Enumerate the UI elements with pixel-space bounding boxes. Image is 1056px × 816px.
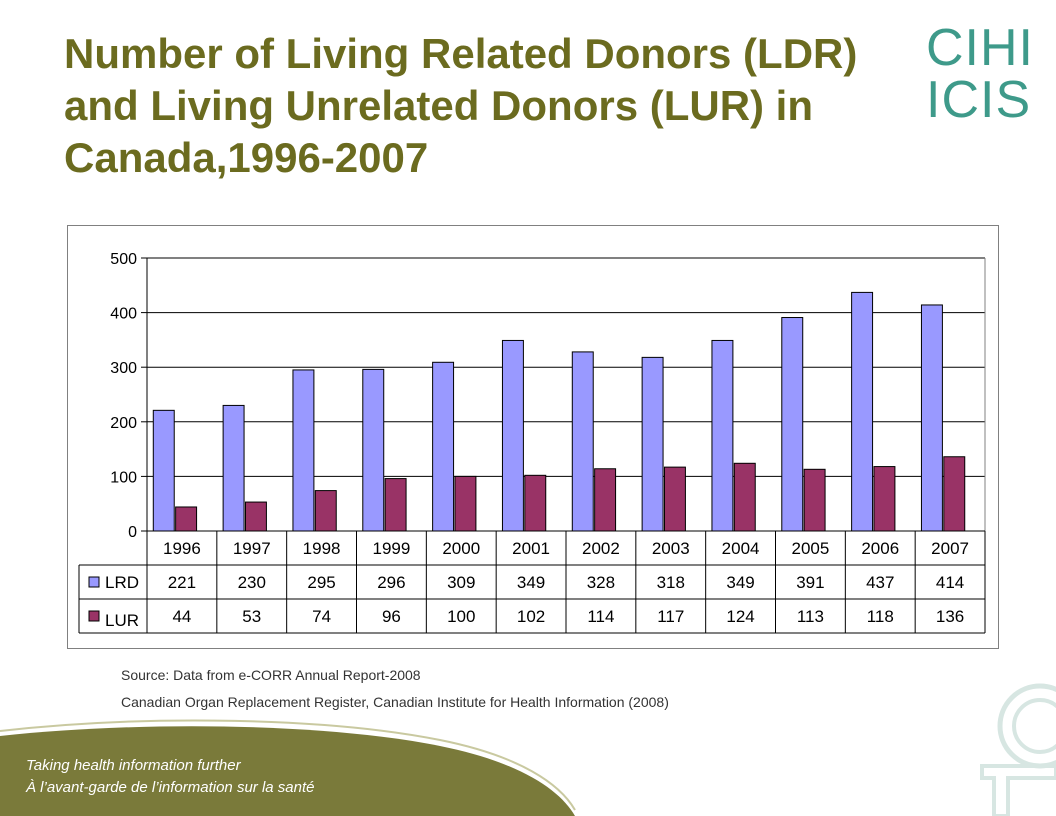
data-label-lur: 44 [172,607,191,626]
data-label-lur: 53 [242,607,261,626]
data-label-lrd: 318 [657,573,685,592]
data-label-lrd: 230 [238,573,266,592]
data-label-lur: 114 [587,607,614,626]
source-note: Source: Data from e-CORR Annual Report-2… [121,662,669,716]
x-tick-label: 2004 [722,539,760,558]
x-tick-label: 2000 [442,539,480,558]
data-label-lur: 118 [867,607,894,626]
bar-lur-2004 [733,462,756,532]
data-label-lur: 100 [447,607,475,626]
data-label-lrd: 349 [517,573,545,592]
data-label-lrd: 391 [796,573,824,592]
x-tick-label: 2007 [931,539,969,558]
bar-lur-1996 [175,506,198,532]
legend-label-lur: LUR [105,611,139,630]
bar-lrd-1996 [152,409,175,532]
x-tick-label: 2001 [512,539,550,558]
legend-label-lrd: LRD [105,573,139,592]
cihi-logo: CIHI ICIS [926,22,1036,126]
source-line-1: Source: Data from e-CORR Annual Report-2… [121,667,421,683]
bar-lrd-1999 [362,368,385,532]
data-label-lur: 74 [312,607,331,626]
x-tick-label: 2003 [652,539,690,558]
bar-lrd-2002 [571,351,594,532]
footer-swoosh [0,726,575,816]
y-tick-label: 500 [110,251,137,268]
data-label-lrd: 295 [307,573,335,592]
bar-lur-1999 [384,478,407,532]
bar-lur-2001 [524,474,547,532]
data-label-lur: 102 [517,607,545,626]
x-tick-label: 1997 [233,539,271,558]
data-label-lrd: 414 [936,573,964,592]
footer-swoosh-highlight [0,719,576,811]
bar-lur-2007 [943,456,966,532]
bar-lur-2006 [873,466,896,532]
bar-chart: 0 100 200 300 400 500 1996 1997 1998 1999 2000 2001… [67,225,999,649]
logo-line-icis: ICIS [926,71,1032,129]
data-label-lur: 117 [657,607,684,626]
data-label-lrd: 437 [866,573,894,592]
bar-lrd-2001 [501,339,524,532]
x-tick-label: 2006 [861,539,899,558]
x-tick-label: 2002 [582,539,620,558]
y-tick-label: 200 [110,415,137,432]
y-tick-label: 0 [128,524,137,541]
logo-line-cihi: CIHI [926,19,1034,77]
bar-lur-2005 [803,468,826,532]
x-tick-label: 1998 [303,539,341,558]
data-label-lrd: 221 [168,573,196,592]
data-label-lrd: 349 [726,573,754,592]
data-label-lrd: 328 [587,573,615,592]
data-label-lrd: 309 [447,573,475,592]
y-tick-label: 100 [110,469,137,486]
tagline-english: Taking health information further [26,757,241,774]
x-tick-label: 2005 [792,539,830,558]
footer-band [0,719,576,816]
bar-lrd-2007 [920,304,943,532]
cihi-symbol-icon [980,683,1056,816]
bar-lrd-2000 [432,361,455,532]
bar-lrd-2004 [711,339,734,532]
bar-lrd-1997 [222,404,245,532]
bar-lur-2000 [454,475,477,532]
x-tick-label: 1996 [163,539,201,558]
data-label-lur: 96 [382,607,401,626]
data-label-lur: 124 [726,607,754,626]
data-label-lur: 136 [936,607,964,626]
bar-lrd-2003 [641,356,664,532]
y-tick-label: 400 [110,306,137,323]
bar-lrd-1998 [292,369,315,532]
x-tick-label: 1999 [373,539,411,558]
bar-lur-1997 [244,501,267,532]
chart-container: 0 100 200 300 400 500 1996 1997 1998 1999 2000 2001… [67,225,999,649]
y-tick-label: 300 [110,360,137,377]
data-label-lur: 113 [797,607,824,626]
bar-lrd-2005 [781,317,804,532]
bar-lur-2002 [594,468,617,532]
tagline-french: À l’avant-garde de l’information sur la … [26,779,315,796]
legend-swatch-lur [88,610,100,622]
bar-lrd-2006 [851,291,874,532]
legend-swatch-lrd [88,576,100,588]
bar-lur-2003 [663,466,686,532]
bar-lur-1998 [314,490,337,532]
page-title: Number of Living Related Donors (LDR) an… [64,30,858,181]
source-line-2: Canadian Organ Replacement Register, Can… [121,694,669,710]
data-label-lrd: 296 [377,573,405,592]
